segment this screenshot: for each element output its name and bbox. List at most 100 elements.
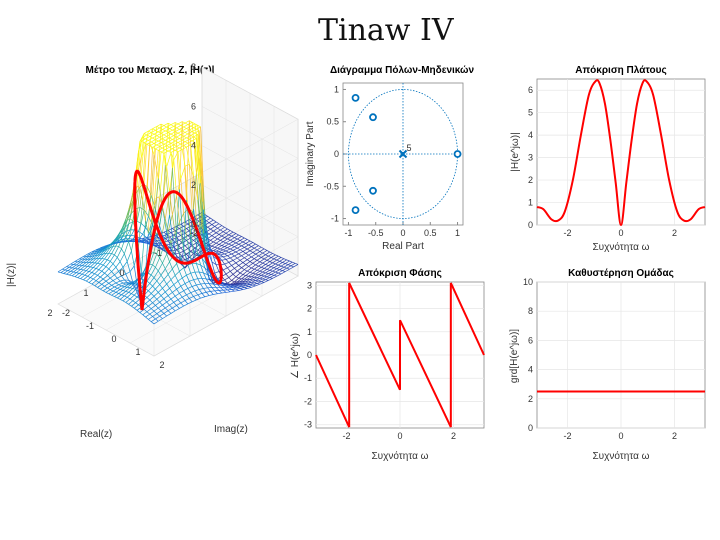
surface-mesh-line [227,255,231,259]
surface-mesh-line [211,261,217,265]
surface-xtick: -1 [154,248,162,258]
surface-mesh-line [172,307,176,312]
surface-mesh-line [174,232,179,248]
surface-mesh-line [115,242,119,244]
surface-mesh-line [172,305,177,309]
surface-mesh-line [141,140,145,144]
surface-mesh-line [148,285,153,292]
surface-mesh-line [180,223,184,227]
surface-mesh-line [241,267,245,270]
surface-mesh-line [88,258,94,263]
surface-mesh-line [142,144,146,185]
surface-mesh-line [225,283,229,285]
surface-mesh-line [221,245,225,247]
surface-mesh-line [169,284,174,289]
surface-mesh-line [117,294,122,299]
surface-mesh-line [69,266,73,269]
handwritten-title-text: Tinaw IV [318,13,455,48]
surface-mesh-line [103,264,107,267]
surface-mesh-line [167,268,173,275]
surface-mesh-line [122,282,126,285]
polezero-ytick: -1 [331,214,339,224]
surface-mesh-line [146,134,150,137]
surface-mesh-line [73,271,77,273]
surface-mesh-line [107,287,111,290]
surface-mesh-line [221,225,225,228]
surface-mesh-line [191,263,196,273]
surface-mesh-line [125,298,131,303]
surface-mesh-line [180,166,186,179]
surface-mesh-line [255,277,261,281]
surface-mesh-line [98,264,104,270]
surface-mesh-line [180,122,186,126]
surface-mesh-line [108,243,112,247]
surface-mesh-line [146,274,152,282]
surface-mesh-line [200,183,204,234]
surface-mesh-line [167,148,173,152]
surface-mesh-line [145,316,149,320]
phase-ytick: 0 [307,350,312,360]
surface-mesh-line [136,141,142,186]
surface-mesh-line [100,263,104,266]
surface-mesh-line [104,285,108,289]
surface-mesh-line [73,261,78,265]
surface-mesh-line [228,277,232,281]
surface-mesh-line [149,296,155,301]
surface-mesh-line [111,294,115,297]
surface-mesh-line [155,129,159,133]
surface-mesh-line [167,122,172,126]
surface-mesh-line [143,309,148,312]
surface-mesh-line [176,237,180,241]
surface-mesh-line [189,219,193,222]
surface-mesh-line [122,297,128,302]
surface-mesh-line [196,128,200,132]
surface-mesh-line [186,294,190,299]
surface-mesh-line [167,292,173,296]
surface-mesh-line [173,159,177,197]
surface-mesh-line [97,262,101,265]
surface-mesh-line [248,275,252,278]
surface-mesh-line [165,304,170,309]
surface-mesh-line [198,130,203,202]
surface-mesh-line [128,221,133,225]
surface-mesh-line [256,249,261,252]
surface-mesh-line [182,121,186,124]
surface-mesh-line [196,216,201,220]
polezero-xtick: 1 [455,228,460,238]
surface-mesh-line [152,126,157,130]
surface-mesh-line [259,282,265,285]
surface-mesh-line [122,235,128,237]
surface-mesh-line [115,261,121,268]
surface-mesh-line [125,229,131,232]
surface-mesh-line [133,290,139,296]
surface-mesh-line [150,274,155,278]
surface-mesh-line [162,304,166,309]
surface-mesh-line [153,239,159,246]
surface-mesh-line [188,281,193,287]
surface-mesh-line [210,291,214,295]
surface-mesh-line [76,272,80,274]
surface-mesh-line [238,234,242,237]
surface-mesh-line [273,272,279,276]
surface-mesh-line [57,268,63,273]
surface-mesh-line [254,247,258,251]
surface-mesh-line [84,274,88,277]
surface-mesh-line [193,214,198,218]
surface-mesh-line [114,293,119,297]
surface-mesh-line [160,295,165,300]
surface-mesh-line [265,277,270,280]
surface-mesh-line [93,275,98,280]
surface-mesh-line [249,240,253,243]
surface-mesh-line [239,237,245,241]
surface-mesh-line [98,251,102,253]
surface-mesh-line [164,268,169,275]
surface-mesh-line [217,227,221,231]
surface-mesh-line [220,253,225,256]
surface-mesh-line [213,293,218,295]
surface-mesh-line [98,278,104,283]
magnitude-series-line [536,79,706,227]
phase-series-segment [315,354,351,428]
surface-mesh-line [177,247,182,259]
surface-mesh-line [265,272,269,274]
